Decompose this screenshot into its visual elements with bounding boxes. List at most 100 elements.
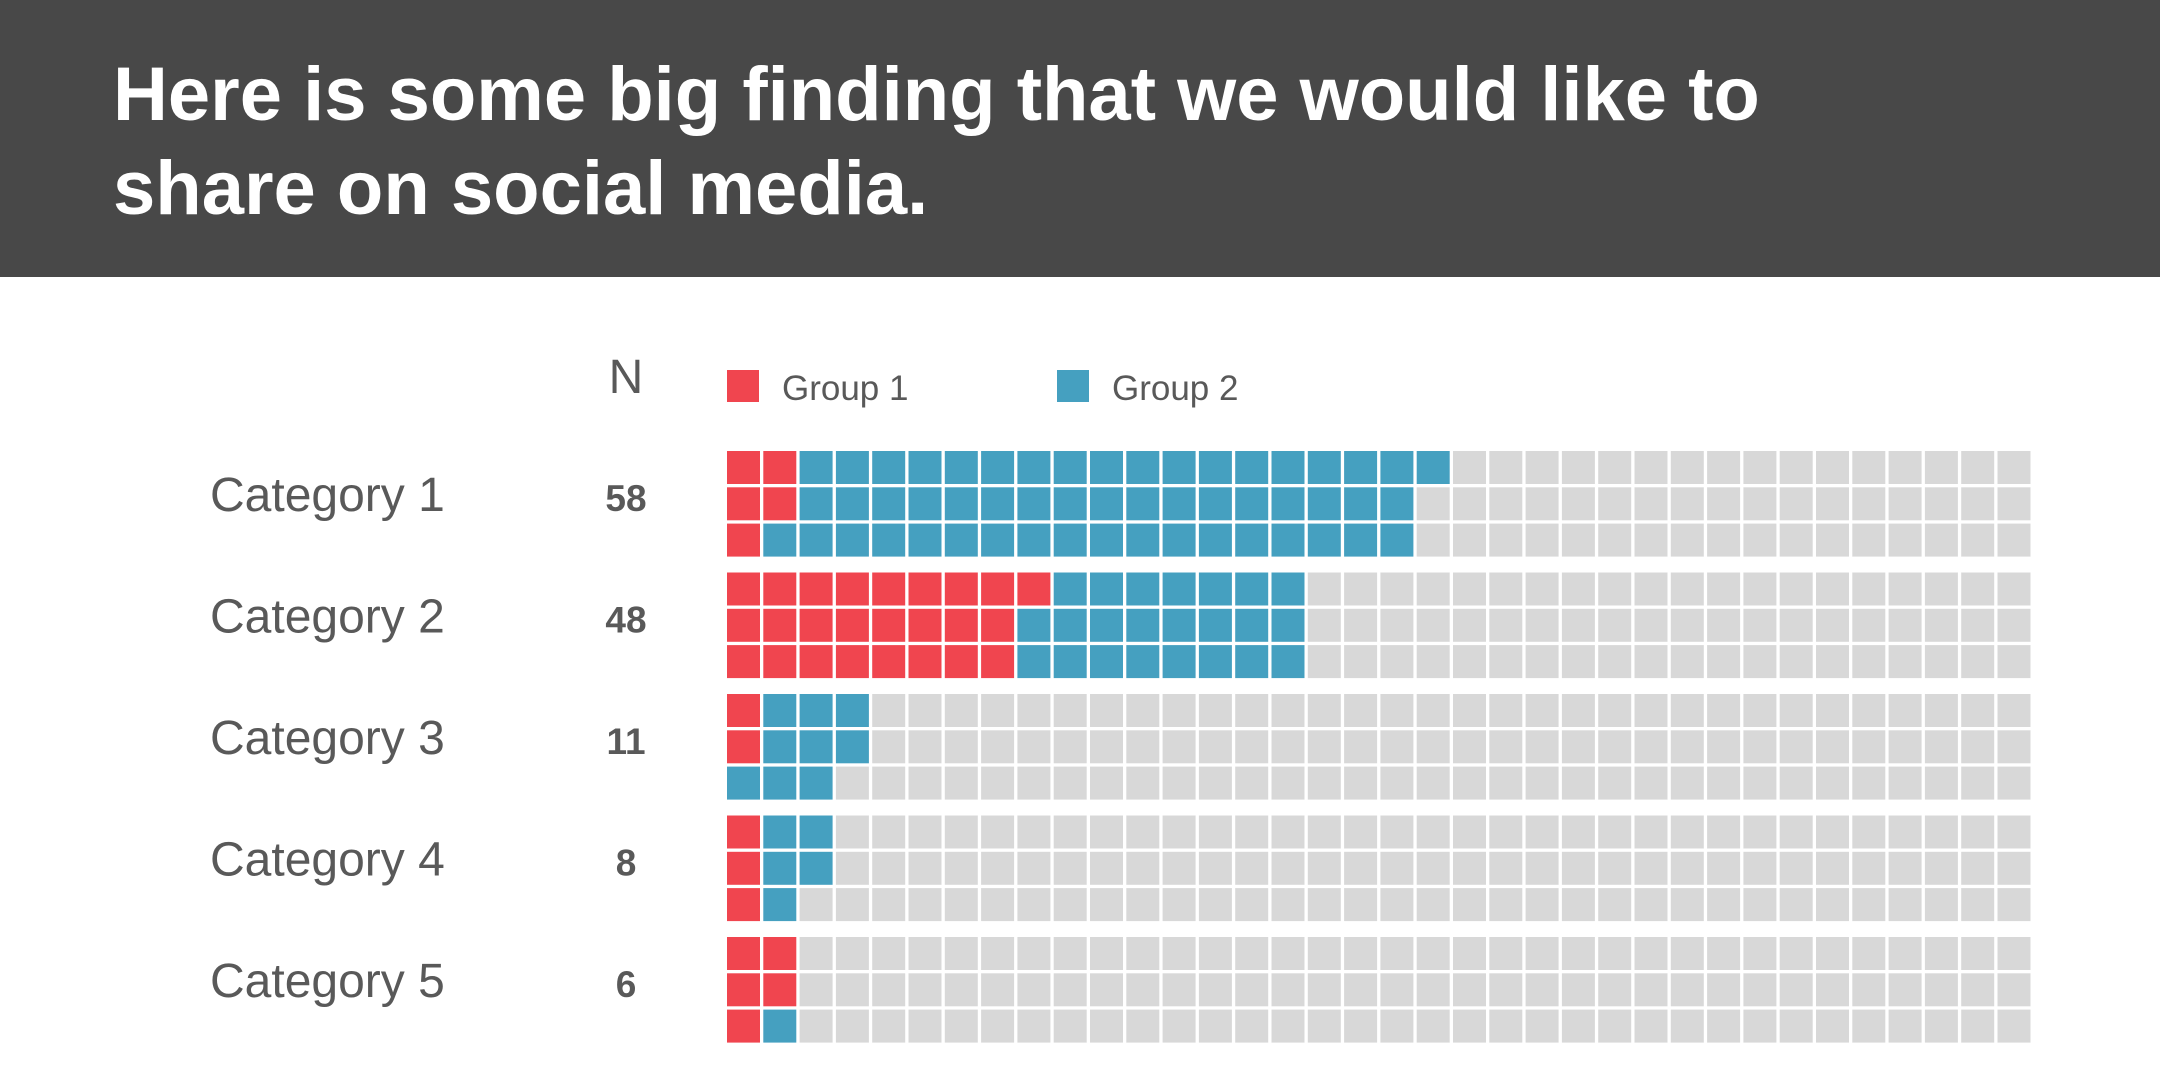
legend-label-group2: Group 2 [1112,369,1238,408]
waffle-cell-empty [1924,815,1958,849]
waffle-cell-group2 [1380,487,1414,521]
waffle-cell-empty [1561,766,1595,800]
waffle-cell-group2 [763,730,797,764]
waffle-cell-group2 [1053,645,1087,679]
waffle-cell-group2 [1198,487,1232,521]
waffle-cell-empty [1743,572,1777,606]
waffle-cell-group2 [1271,451,1305,484]
waffle-cell-empty [1888,487,1922,521]
waffle-cell-empty [1525,851,1559,885]
waffle-cell-group2 [944,451,978,484]
waffle-cell-empty [1634,572,1668,606]
waffle-cell-empty [1053,937,1087,970]
waffle-cell-empty [1961,851,1995,885]
waffle-cell-empty [1997,694,2031,727]
waffle-cell-group2 [981,523,1015,557]
waffle-cell-empty [944,815,978,849]
waffle-cell-empty [1707,645,1741,679]
waffle-cell-empty [1053,730,1087,764]
waffle-cell-group1 [799,645,833,679]
legend-label-group1: Group 1 [782,369,908,408]
waffle-cell-empty [1380,730,1414,764]
waffle-cell-empty [1707,730,1741,764]
waffle-cell-empty [908,888,942,922]
waffle-cell-group2 [872,523,906,557]
waffle-cell-empty [1162,888,1196,922]
waffle-cell-empty [1525,608,1559,642]
waffle-cell-group1 [727,937,760,970]
waffle-cell-empty [1271,694,1305,727]
waffle-cell-empty [1743,451,1777,484]
waffle-cell-group1 [727,851,760,885]
waffle-cell-empty [1779,572,1813,606]
waffle-cell-empty [1924,973,1958,1007]
waffle-cell-empty [1090,694,1123,727]
waffle-cell-empty [1670,815,1704,849]
waffle-cell-group1 [981,645,1015,679]
waffle-cell-group2 [763,694,797,727]
waffle-cell-empty [835,1009,869,1043]
waffle-cell-empty [1525,645,1559,679]
waffle-cell-empty [1888,730,1922,764]
waffle-cell-empty [1743,888,1777,922]
waffle-cell-empty [1489,973,1523,1007]
waffle-cell-group2 [1090,451,1123,484]
waffle-cell-empty [1198,973,1232,1007]
waffle-cell-group2 [763,888,797,922]
waffle-cell-empty [799,1009,833,1043]
waffle-cell-empty [1924,766,1958,800]
waffle-cell-empty [908,973,942,1007]
waffle-cell-empty [872,694,906,727]
waffle-cell-empty [1344,851,1378,885]
waffle-cell-empty [1090,888,1123,922]
waffle-cell-group1 [727,523,760,557]
waffle-cell-empty [1416,973,1450,1007]
waffle-cell-group2 [1235,645,1269,679]
waffle-cell-empty [1162,851,1196,885]
waffle-cell-empty [1344,730,1378,764]
waffle-cell-empty [1852,451,1886,484]
waffle-cell-group2 [1053,608,1087,642]
waffle-cell-empty [1561,1009,1595,1043]
waffle-cell-empty [1307,766,1341,800]
waffle-cell-empty [1090,730,1123,764]
waffle-cell-empty [1561,730,1595,764]
waffle-cell-empty [1198,1009,1232,1043]
waffle-cell-empty [1743,608,1777,642]
waffle-cell-group2 [1090,487,1123,521]
waffle-cell-empty [1525,766,1559,800]
waffle-cell-group1 [763,487,797,521]
waffle-cell-empty [1489,888,1523,922]
waffle-cell-empty [1271,851,1305,885]
waffle-cell-empty [1489,815,1523,849]
waffle-cell-empty [1235,694,1269,727]
waffle-cell-empty [1961,645,1995,679]
waffle-cell-empty [1743,937,1777,970]
waffle-cell-empty [1126,851,1160,885]
waffle-cell-empty [1743,694,1777,727]
waffle-cell-empty [944,973,978,1007]
waffle-cell-group2 [908,487,942,521]
waffle-cell-empty [944,766,978,800]
waffle-cell-empty [1525,694,1559,727]
waffle-cell-empty [1453,1009,1486,1043]
waffle-cell-empty [1126,888,1160,922]
waffle-cell-empty [1707,608,1741,642]
waffle-cell-empty [1743,815,1777,849]
waffle-cell-empty [1924,572,1958,606]
waffle-cell-empty [799,937,833,970]
waffle-cell-empty [1670,608,1704,642]
waffle-cell-empty [1344,888,1378,922]
waffle-cell-empty [1670,645,1704,679]
waffle-cell-empty [1126,766,1160,800]
waffle-cell-empty [1670,888,1704,922]
waffle-cell-empty [1235,851,1269,885]
waffle-cell-empty [1489,608,1523,642]
waffle-cell-empty [1525,815,1559,849]
waffle-cell-empty [1126,1009,1160,1043]
waffle-cell-empty [981,815,1015,849]
waffle-cell-empty [1307,730,1341,764]
waffle-cell-empty [981,973,1015,1007]
waffle-cell-empty [1852,851,1886,885]
waffle-cell-empty [981,766,1015,800]
